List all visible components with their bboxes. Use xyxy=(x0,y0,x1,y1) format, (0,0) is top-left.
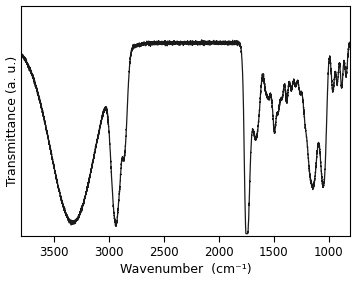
X-axis label: Wavenumber  (cm⁻¹): Wavenumber (cm⁻¹) xyxy=(120,263,252,276)
Y-axis label: Transmittance (a. u.): Transmittance (a. u.) xyxy=(6,56,19,186)
